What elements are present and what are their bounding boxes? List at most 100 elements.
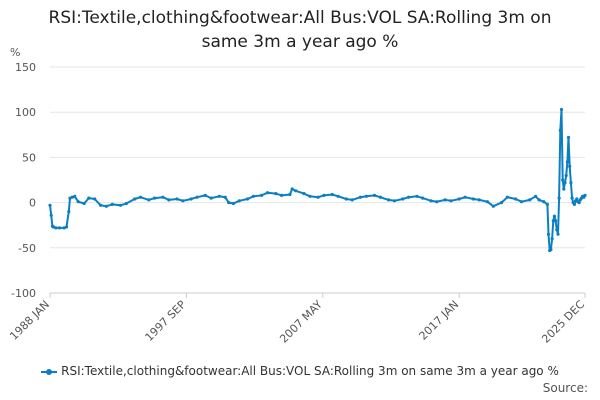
data-point [124,201,128,206]
data-point [274,192,278,196]
data-point [167,198,171,202]
data-point [237,199,241,203]
data-point [260,193,264,197]
x-tick-label: 2017 JAN [417,298,462,343]
data-point [67,210,71,214]
data-point [161,195,165,199]
data-point [290,187,294,191]
data-point [336,194,340,198]
data-point [537,198,541,202]
data-point [330,192,334,197]
data-point [565,160,570,164]
data-point [70,195,74,199]
x-tick-label: 2025 DEC [539,298,587,346]
data-point [280,193,284,197]
y-tick-label: 0 [29,197,36,210]
legend[interactable]: RSI:Textile,clothing&footwear:All Bus:VO… [0,364,600,378]
data-point [457,197,461,201]
data-point [138,195,143,199]
data-point [245,197,250,201]
data-point [387,198,391,202]
legend-series-swatch [41,368,58,375]
series-line [49,108,586,252]
chart-title-line-2: same 3m a year ago % [201,32,399,52]
data-point [449,199,453,203]
data-point [322,193,326,197]
data-point [499,201,504,205]
data-point [542,200,546,204]
data-point [372,193,377,197]
data-point [350,198,354,202]
data-point [223,195,227,199]
data-point [514,197,518,201]
data-point [561,178,565,182]
data-point [181,199,185,203]
data-point [227,201,231,205]
y-tick-label: 150 [15,61,36,74]
y-axis-unit-label: % [10,46,20,59]
data-point [568,164,572,168]
y-tick-label: -100 [11,287,36,300]
data-point [570,196,574,200]
data-point [308,194,312,198]
data-point [203,193,207,197]
data-point [57,226,62,230]
data-point [435,200,439,204]
data-point [485,200,489,204]
data-point [118,203,123,207]
data-point [358,195,362,199]
data-point [519,200,524,204]
data-point [566,135,571,140]
data-point [505,195,509,199]
y-tick-label: 50 [22,151,36,164]
data-point [73,194,77,198]
x-tick-label: 1988 JAN [7,298,52,343]
data-point [546,232,551,236]
data-point [534,194,538,198]
data-point [575,197,579,201]
data-point [175,197,179,201]
data-point [429,199,433,203]
y-tick-label: 100 [15,106,36,119]
data-point [147,198,151,202]
data-point [265,191,270,195]
data-point [550,237,554,241]
data-point [471,197,475,201]
x-tick-label: 1997 SEP [143,298,189,344]
data-point [104,204,108,208]
data-point [551,219,555,223]
data-point [62,226,66,230]
data-point [577,201,581,205]
data-point [87,196,91,200]
data-point [407,195,411,199]
source-label: Source: [542,381,588,395]
data-point [48,203,52,207]
data-point [564,173,568,178]
data-point [294,189,298,193]
data-point [195,195,199,199]
y-tick-label: -50 [18,242,36,255]
data-point [93,197,97,201]
data-point [549,248,553,252]
data-point [378,195,382,199]
data-point [364,194,368,198]
data-point [491,204,495,208]
data-point [133,197,137,201]
data-point [231,201,235,206]
data-point [528,198,532,202]
data-point [392,199,397,203]
data-point [49,213,53,217]
data-point [415,194,419,198]
x-tick-label: 2007 MAY [277,298,325,346]
data-point [477,198,481,202]
chart-title-line-1: RSI:Textile,clothing&footwear:All Bus:VO… [48,8,552,28]
data-point [99,203,103,207]
data-point [421,196,425,200]
data-point [401,197,405,201]
data-point [572,202,577,206]
data-point [443,198,447,202]
data-point [563,181,567,185]
data-point [316,195,320,199]
